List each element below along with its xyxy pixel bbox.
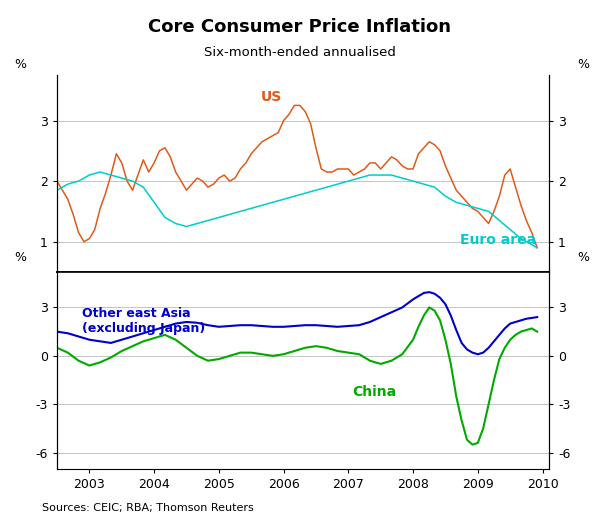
Text: Euro area: Euro area [460,234,536,248]
Text: Other east Asia
(excluding Japan): Other east Asia (excluding Japan) [82,307,205,335]
Text: %: % [14,251,26,264]
Text: Six-month-ended annualised: Six-month-ended annualised [204,46,396,59]
Text: %: % [577,58,589,71]
Text: China: China [352,385,397,399]
Text: US: US [261,90,283,104]
Text: %: % [577,251,589,264]
Text: Sources: CEIC; RBA; Thomson Reuters: Sources: CEIC; RBA; Thomson Reuters [42,503,254,513]
Text: Core Consumer Price Inflation: Core Consumer Price Inflation [149,18,452,36]
Text: %: % [14,58,26,71]
